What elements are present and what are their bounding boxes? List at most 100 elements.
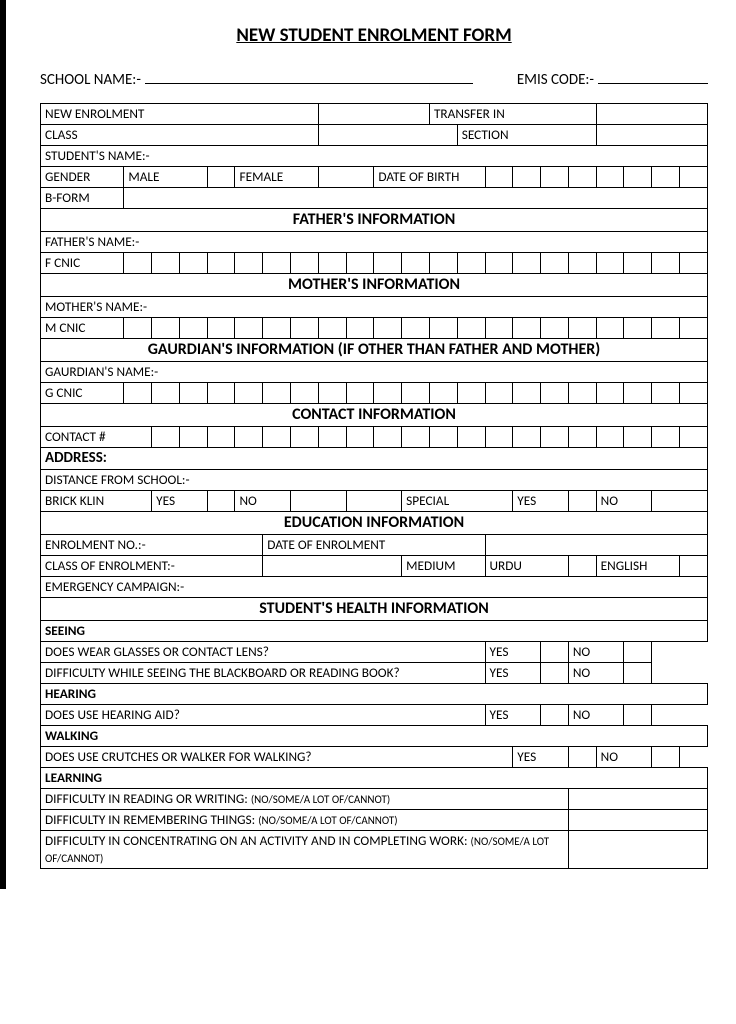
cell-transfer-val[interactable]	[596, 103, 707, 124]
cell-english: ENGLISH	[596, 555, 679, 576]
cell-special-yes: YES	[513, 490, 569, 511]
row-walking: WALKING	[41, 725, 708, 746]
header-line: SCHOOL NAME:- EMIS CODE:-	[40, 67, 708, 89]
cell-contact: CONTACT #	[41, 426, 152, 447]
dob-4[interactable]	[568, 166, 596, 187]
row-health-head: STUDENT'S HEALTH INFORMATION	[41, 597, 708, 620]
cell-class-enrol-val[interactable]	[263, 555, 402, 576]
cell-guardian-name[interactable]: GAURDIAN'S NAME:-	[41, 361, 708, 382]
cell-brick-no-val[interactable]	[291, 490, 347, 511]
row-distance: DISTANCE FROM SCHOOL:-	[41, 469, 708, 490]
form-table: NEW ENROLMENT TRANSFER IN CLASS SECTION …	[40, 103, 708, 869]
row-edu-head: EDUCATION INFORMATION	[41, 511, 708, 534]
school-underline[interactable]	[145, 67, 473, 84]
row-learning: LEARNING	[41, 767, 708, 788]
cell-special-no: NO	[596, 490, 652, 511]
cell-q-walking-yes: YES	[513, 746, 569, 767]
cell-new-enrol: NEW ENROLMENT	[41, 103, 319, 124]
row-student-name: STUDENT'S NAME:-	[41, 145, 708, 166]
cell-dob: DATE OF BIRTH	[374, 166, 485, 187]
row-contact: CONTACT #	[41, 426, 708, 447]
cell-bform: B-FORM	[41, 187, 124, 208]
row-class: CLASS SECTION	[41, 124, 708, 145]
cell-date-enrol: DATE OF ENROLMENT	[263, 534, 485, 555]
cell-brick-yes-val[interactable]	[207, 490, 235, 511]
cell-date-enrol-val[interactable]	[485, 534, 708, 555]
cell-mother-name[interactable]: MOTHER'S NAME:-	[41, 296, 708, 317]
dob-8[interactable]	[679, 166, 707, 187]
row-guardian-head: GAURDIAN'S INFORMATION (IF OTHER THAN FA…	[41, 338, 708, 361]
cell-emerg[interactable]: EMERGENCY CAMPAIGN:-	[41, 576, 708, 597]
cell-q-reading: DIFFICULTY IN READING OR WRITING: (NO/SO…	[41, 788, 569, 809]
cell-q-remember: DIFFICULTY IN REMEMBERING THINGS: (NO/SO…	[41, 809, 569, 830]
q-remember-text: DIFFICULTY IN REMEMBERING THINGS:	[45, 811, 258, 828]
cell-section-val[interactable]	[596, 124, 707, 145]
cell-health-head: STUDENT'S HEALTH INFORMATION	[41, 597, 708, 620]
row-contact-head: CONTACT INFORMATION	[41, 403, 708, 426]
row-emerg: EMERGENCY CAMPAIGN:-	[41, 576, 708, 597]
row-guardian-name: GAURDIAN'S NAME:-	[41, 361, 708, 382]
cell-female-val[interactable]	[318, 166, 374, 187]
cell-new-enrol-val[interactable]	[318, 103, 429, 124]
q-conc-text: DIFFICULTY IN CONCENTRATING ON AN ACTIVI…	[45, 832, 471, 849]
row-mother-head: MOTHER'S INFORMATION	[41, 273, 708, 296]
row-hearing: HEARING	[41, 683, 708, 704]
cell-class-enrol[interactable]: CLASS OF ENROLMENT:-	[41, 555, 263, 576]
row-fcnic: F CNIC	[41, 252, 708, 273]
cell-bform-val[interactable]	[124, 187, 708, 208]
cell-special-no-val[interactable]	[652, 490, 708, 511]
cell-father-name[interactable]: FATHER'S NAME:-	[41, 231, 708, 252]
cell-student-name[interactable]: STUDENT'S NAME:-	[41, 145, 708, 166]
cell-male: MALE	[124, 166, 207, 187]
cell-q-glasses-yes: YES	[485, 641, 541, 662]
cell-q-hearing-yes: YES	[485, 704, 541, 725]
cell-q-hearing: DOES USE HEARING AID?	[41, 704, 486, 725]
cell-q-remember-val[interactable]	[568, 809, 707, 830]
cell-hearing: HEARING	[41, 683, 708, 704]
cell-guardian-head: GAURDIAN'S INFORMATION (IF OTHER THAN FA…	[41, 338, 708, 361]
school-label: SCHOOL NAME:-	[40, 71, 141, 89]
cell-enrol-no[interactable]: ENROLMENT NO.:-	[41, 534, 263, 555]
dob-3[interactable]	[541, 166, 569, 187]
dob-6[interactable]	[624, 166, 652, 187]
cell-urdu-val[interactable]	[568, 555, 596, 576]
cell-mcnic: M CNIC	[41, 317, 124, 338]
row-bform: B-FORM	[41, 187, 708, 208]
cell-class-val[interactable]	[318, 124, 457, 145]
row-class-enrol: CLASS OF ENROLMENT:- MEDIUM URDU ENGLISH	[41, 555, 708, 576]
cell-q-blackboard-yes: YES	[485, 662, 541, 683]
cell-address[interactable]: ADDRESS:	[41, 447, 708, 469]
row-q-conc: DIFFICULTY IN CONCENTRATING ON AN ACTIVI…	[41, 830, 708, 868]
q-remember-sub: (NO/SOME/A LOT OF/CANNOT)	[258, 814, 397, 827]
cell-seeing: SEEING	[41, 620, 708, 641]
cell-gender: GENDER	[41, 166, 124, 187]
row-father-head: FATHER'S INFORMATION	[41, 208, 708, 231]
cell-q-reading-val[interactable]	[568, 788, 707, 809]
cell-q-conc-val[interactable]	[568, 830, 707, 868]
dob-5[interactable]	[596, 166, 624, 187]
cell-mother-head: MOTHER'S INFORMATION	[41, 273, 708, 296]
row-mcnic: M CNIC	[41, 317, 708, 338]
emis-label: EMIS CODE:-	[517, 71, 594, 89]
row-gcnic: G CNIC	[41, 382, 708, 403]
row-new-enrol: NEW ENROLMENT TRANSFER IN	[41, 103, 708, 124]
cell-fcnic: F CNIC	[41, 252, 124, 273]
cell-special-yes-val[interactable]	[568, 490, 596, 511]
cell-brick: BRICK KLIN	[41, 490, 152, 511]
dob-7[interactable]	[652, 166, 680, 187]
q-reading-text: DIFFICULTY IN READING OR WRITING:	[45, 790, 251, 807]
emis-underline[interactable]	[598, 67, 708, 84]
cell-father-head: FATHER'S INFORMATION	[41, 208, 708, 231]
row-enrol-no: ENROLMENT NO.:- DATE OF ENROLMENT	[41, 534, 708, 555]
cell-transfer: TRANSFER IN	[429, 103, 596, 124]
cell-q-blackboard: DIFFICULTY WHILE SEEING THE BLACKBOARD O…	[41, 662, 486, 683]
cell-distance[interactable]: DISTANCE FROM SCHOOL:-	[41, 469, 708, 490]
cell-male-val[interactable]	[207, 166, 235, 187]
dob-2[interactable]	[513, 166, 541, 187]
cell-walking: WALKING	[41, 725, 708, 746]
cell-section: SECTION	[457, 124, 596, 145]
form-title: NEW STUDENT ENROLMENT FORM	[40, 24, 708, 47]
row-seeing: SEEING	[41, 620, 708, 641]
cell-english-val[interactable]	[679, 555, 707, 576]
dob-1[interactable]	[485, 166, 513, 187]
